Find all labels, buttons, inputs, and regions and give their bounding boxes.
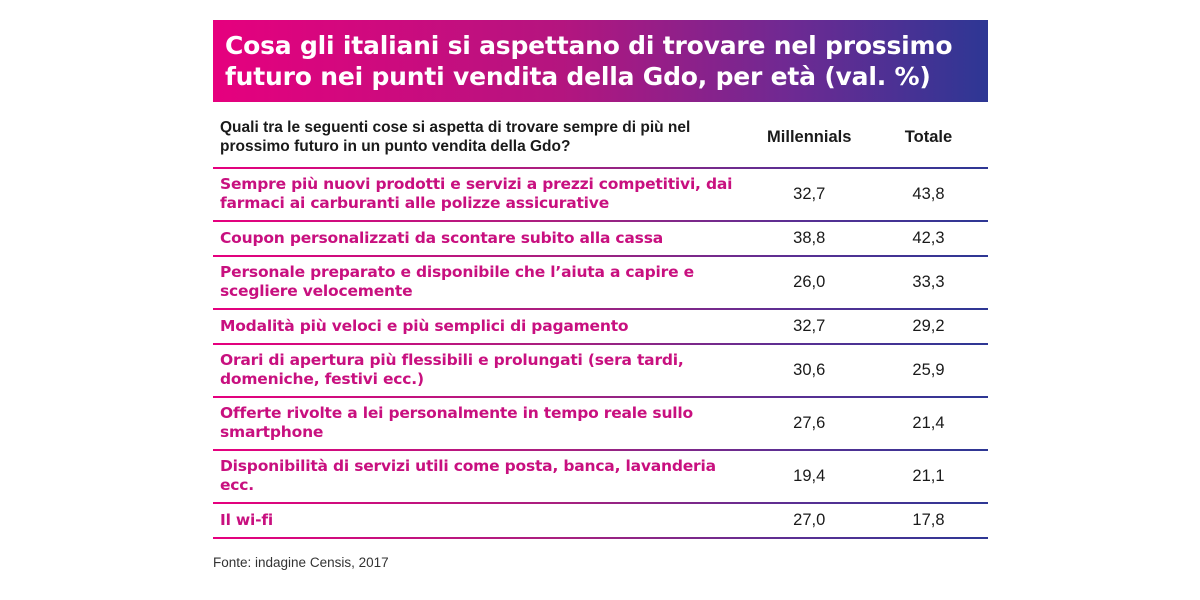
value-millennials: 27,6: [793, 413, 826, 432]
value-totale: 21,1: [912, 466, 945, 485]
value-totale: 25,9: [912, 360, 945, 379]
title-bar: Cosa gli italiani si aspettano di trovar…: [213, 20, 988, 102]
table-row: Offerte rivolte a lei personalmente in t…: [213, 398, 988, 448]
row-separator: [213, 342, 988, 345]
value-totale: 21,4: [912, 413, 945, 432]
row-label: Sempre più nuovi prodotti e servizi a pr…: [220, 175, 733, 212]
value-millennials: 30,6: [793, 360, 826, 379]
separator-cell: [213, 448, 988, 451]
separator-cell: [213, 501, 988, 504]
row-separator: [213, 166, 988, 169]
separator-cell: [213, 395, 988, 398]
separator-line: [213, 254, 988, 257]
value-millennials: 32,7: [793, 184, 826, 203]
separator-line: [213, 501, 988, 504]
separator-cell: [213, 254, 988, 257]
separator-line: [213, 219, 988, 222]
value-millennials: 26,0: [793, 272, 826, 291]
separator-cell: [213, 307, 988, 310]
row-label: Coupon personalizzati da scontare subito…: [220, 228, 663, 247]
column-header-millennials: Millennials: [767, 128, 852, 146]
table-row: Coupon personalizzati da scontare subito…: [213, 222, 988, 254]
value-millennials: 19,4: [793, 466, 826, 485]
value-totale: 29,2: [912, 316, 945, 335]
separator-line: [213, 307, 988, 310]
table-row: Sempre più nuovi prodotti e servizi a pr…: [213, 169, 988, 219]
chart-title: Cosa gli italiani si aspettano di trovar…: [225, 31, 953, 91]
row-separator: [213, 501, 988, 504]
table-body: Sempre più nuovi prodotti e servizi a pr…: [213, 166, 988, 539]
table-row: Disponibilità di servizi utili come post…: [213, 451, 988, 501]
separator-line: [213, 342, 988, 345]
separator-line: [213, 536, 988, 539]
separator-line: [213, 166, 988, 169]
row-separator: [213, 448, 988, 451]
separator-line: [213, 395, 988, 398]
chart-container: Cosa gli italiani si aspettano di trovar…: [213, 20, 988, 570]
value-millennials: 38,8: [793, 228, 826, 247]
row-label: Modalità più veloci e più semplici di pa…: [220, 316, 629, 335]
row-label: Personale preparato e disponibile che l’…: [220, 263, 694, 300]
table-row: Orari di apertura più flessibili e prolu…: [213, 345, 988, 395]
separator-cell: [213, 166, 988, 169]
row-separator: [213, 536, 988, 539]
separator-line: [213, 448, 988, 451]
data-table: Quali tra le seguenti cose si aspetta di…: [213, 108, 988, 539]
row-separator: [213, 254, 988, 257]
table-row: Personale preparato e disponibile che l’…: [213, 257, 988, 307]
row-label: Orari di apertura più flessibili e prolu…: [220, 351, 684, 388]
value-totale: 42,3: [912, 228, 945, 247]
value-millennials: 32,7: [793, 316, 826, 335]
value-totale: 43,8: [912, 184, 945, 203]
separator-cell: [213, 536, 988, 539]
separator-cell: [213, 219, 988, 222]
row-label: Disponibilità di servizi utili come post…: [220, 457, 716, 494]
source-note: Fonte: indagine Censis, 2017: [213, 555, 389, 570]
row-separator: [213, 307, 988, 310]
value-totale: 17,8: [912, 510, 945, 529]
row-label: Il wi-fi: [220, 510, 273, 529]
column-header-totale: Totale: [904, 128, 953, 146]
table-row: Il wi-fi 27,0 17,8: [213, 504, 988, 536]
value-totale: 33,3: [912, 272, 945, 291]
row-label: Offerte rivolte a lei personalmente in t…: [220, 404, 693, 441]
value-millennials: 27,0: [793, 510, 826, 529]
header-row: Quali tra le seguenti cose si aspetta di…: [213, 108, 988, 166]
separator-cell: [213, 342, 988, 345]
row-separator: [213, 219, 988, 222]
table-row: Modalità più veloci e più semplici di pa…: [213, 310, 988, 342]
column-header-question: Quali tra le seguenti cose si aspetta di…: [220, 119, 691, 155]
row-separator: [213, 395, 988, 398]
